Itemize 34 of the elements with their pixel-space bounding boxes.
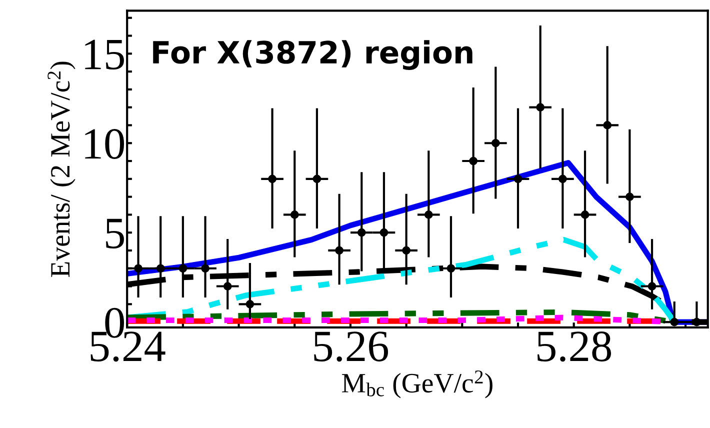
point [335,246,344,255]
point [357,228,366,237]
y-tick-label: 5 [106,218,124,248]
point [402,246,410,255]
point [648,282,656,290]
point [469,156,478,166]
x-axis-title: M$_{bc}$ (GeV/c$^{2}$) [342,370,492,398]
point [536,103,545,112]
point [491,138,500,148]
point [692,318,701,326]
point [626,192,634,201]
point [558,174,567,184]
y-tick-label: 10 [85,128,124,159]
point [201,264,210,273]
point [514,174,522,184]
x-tick-label: 5.28 [538,331,612,362]
point [268,174,276,184]
point [312,174,322,184]
point [670,318,679,326]
point [290,210,299,219]
point [380,228,388,237]
point [603,121,612,130]
point [246,300,254,308]
y-tick-label: 15 [85,40,124,70]
point [134,264,142,273]
y-axis-title: Events/ (2 MeV/c$^{2}$) [48,62,76,278]
point [580,210,590,219]
point [424,210,433,219]
point [156,264,165,273]
point [446,264,456,273]
x-tick-label: 5.26 [314,332,388,362]
annotation: For X(3872) region [153,40,472,70]
point [223,282,232,290]
point [178,264,188,273]
